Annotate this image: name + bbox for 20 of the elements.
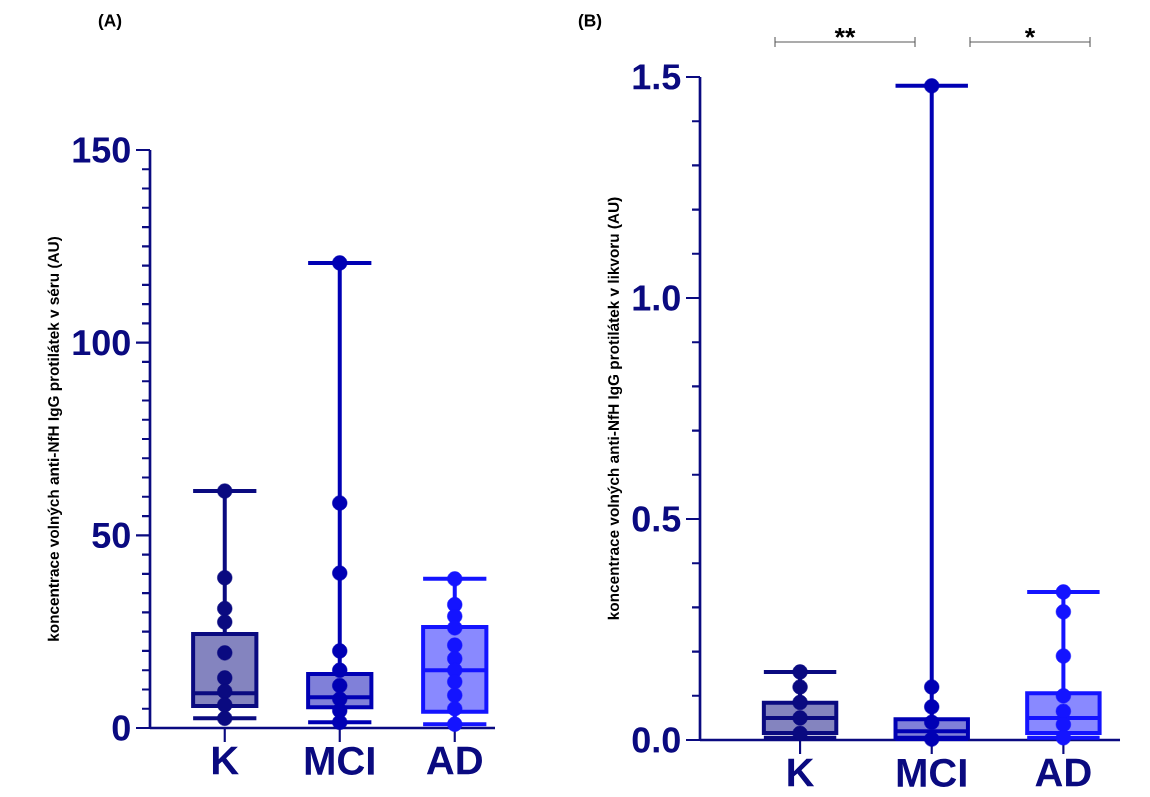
text: (B) — [578, 13, 602, 31]
y-tick-label: 0.5 — [632, 506, 681, 532]
text: * — [1024, 27, 1036, 38]
y-tick-label: 0 — [112, 715, 130, 741]
y-tick-label: 1.5 — [633, 64, 681, 90]
x-tick-label: MCI — [305, 746, 374, 776]
y-tick-label: 1.0 — [633, 285, 680, 311]
x-tick-label: K — [212, 746, 239, 775]
y-axis-title: koncentrace volných anti-NfH IgG protilátek v likvoru (AU) — [607, 197, 623, 620]
y-tick-label: 100 — [73, 329, 130, 356]
y-tick-label: 50 — [92, 522, 130, 549]
x-tick-label: MCI — [897, 758, 966, 788]
text: (A) — [98, 13, 122, 31]
y-tick-label: 150 — [73, 137, 130, 163]
x-tick-label: AD — [1035, 758, 1091, 787]
text: ** — [834, 27, 856, 38]
y-axis-title: koncentrace volných anti-NfH IgG protilátek v séru (AU) — [47, 237, 63, 641]
y-tick-label: 0.0 — [632, 727, 680, 753]
x-tick-label: AD — [426, 746, 482, 775]
x-tick-label: K — [788, 758, 815, 787]
